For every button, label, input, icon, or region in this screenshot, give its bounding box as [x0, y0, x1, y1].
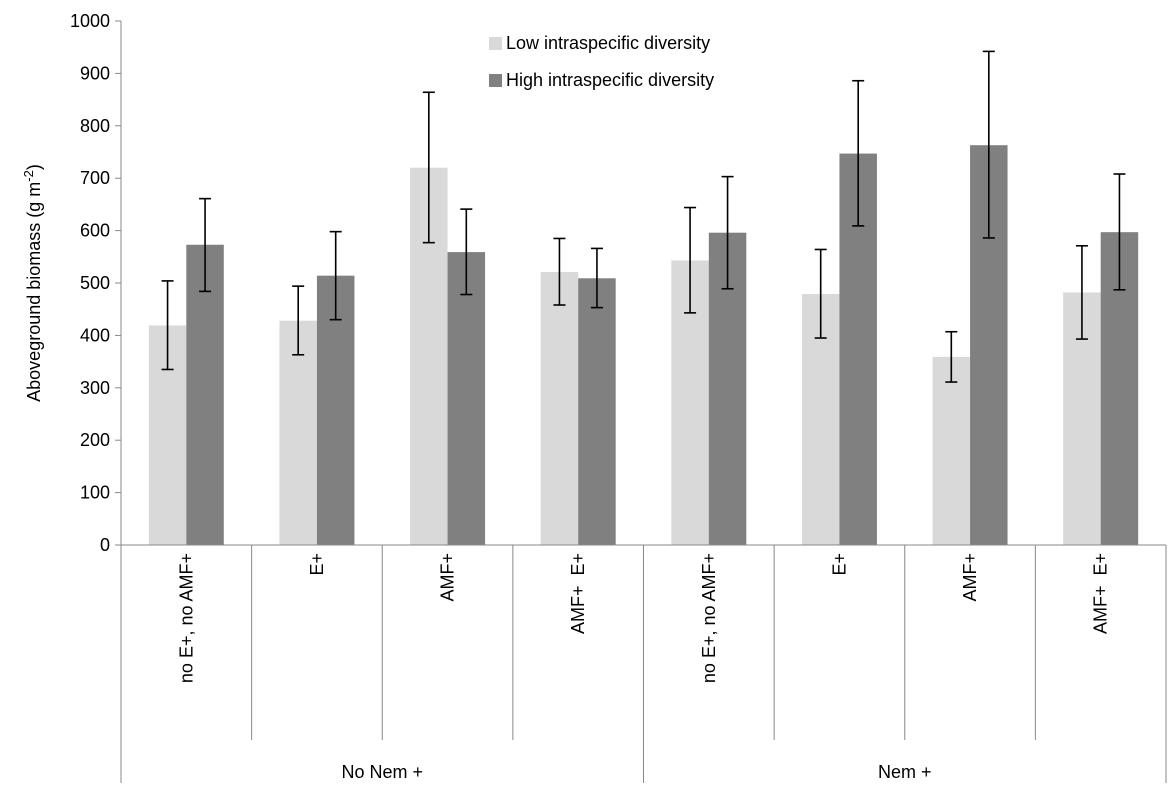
x-category-label: AMF+ E+: [568, 553, 588, 634]
y-tick-label: 300: [80, 378, 110, 398]
x-group-label: Nem +: [878, 762, 932, 782]
y-tick-label: 600: [80, 221, 110, 241]
bar: [932, 356, 971, 545]
bar: [279, 320, 317, 545]
y-tick-label: 0: [100, 535, 110, 555]
legend-swatch: [489, 74, 502, 87]
x-group-label: No Nem +: [341, 762, 423, 782]
y-axis-label: Aboveground biomass (g m-2): [21, 164, 44, 402]
y-tick-label: 500: [80, 273, 110, 293]
x-category-label: E+: [307, 553, 327, 576]
x-category-label: no E+, no AMF+: [699, 553, 719, 683]
x-category-label: AMF+: [438, 553, 458, 602]
bar: [316, 275, 355, 545]
x-category-label: no E+, no AMF+: [176, 553, 196, 683]
legend-swatch: [489, 37, 502, 50]
bars: [148, 145, 1139, 546]
error-bars: [161, 50, 1126, 383]
bar: [540, 271, 579, 545]
x-category-labels: no E+, no AMF+ E+ AMF+ AMF+ E+ no E+, no AMF…: [176, 553, 1110, 683]
x-category-label: AMF+: [960, 553, 980, 602]
y-tick-label: 700: [80, 168, 110, 188]
y-tick-label: 400: [80, 325, 110, 345]
x-category-label: AMF+ E+: [1091, 553, 1111, 634]
y-axis-label-main: Aboveground biomass (g m: [24, 182, 44, 402]
legend-label: High intraspecific diversity: [506, 70, 714, 90]
y-tick-label: 1000: [70, 11, 110, 31]
y-tick-label: 200: [80, 430, 110, 450]
y-axis-label-tail: ): [24, 164, 44, 170]
bar: [447, 252, 486, 546]
y-tick-label: 100: [80, 483, 110, 503]
y-tick-label: 800: [80, 116, 110, 136]
bar: [186, 244, 224, 546]
y-axis-label-sup: -2: [21, 170, 36, 182]
bar: [578, 278, 616, 545]
legend-label: Low intraspecific diversity: [506, 33, 710, 53]
y-axis-ticks: 0 100 200 300 400 500 600 700 800 900 1000: [70, 11, 121, 555]
x-group-labels: No Nem + Nem +: [341, 762, 931, 782]
x-category-label: E+: [829, 553, 849, 576]
axes: [120, 21, 1167, 783]
legend: Low intraspecific diversity High intraspe…: [489, 33, 714, 90]
y-tick-label: 900: [80, 63, 110, 83]
